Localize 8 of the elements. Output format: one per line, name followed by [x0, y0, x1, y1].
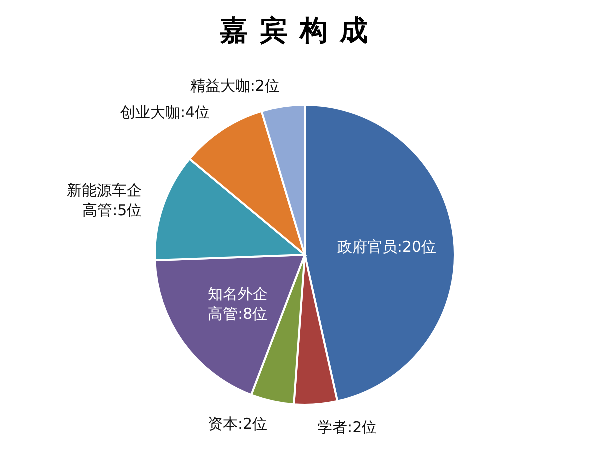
slice-label: 新能源车企高管:5位: [67, 181, 142, 220]
slice-label: 学者:2位: [318, 418, 378, 437]
slice-label: 知名外企高管:8位: [208, 285, 268, 324]
slice-label: 资本:2位: [208, 414, 268, 433]
slice-label: 创业大咖:4位: [120, 104, 210, 122]
chart-title: 嘉宾构成: [219, 13, 381, 49]
slice-label: 政府官员:20位: [337, 238, 437, 256]
slice-label: 精益大咖:2位: [190, 76, 280, 95]
